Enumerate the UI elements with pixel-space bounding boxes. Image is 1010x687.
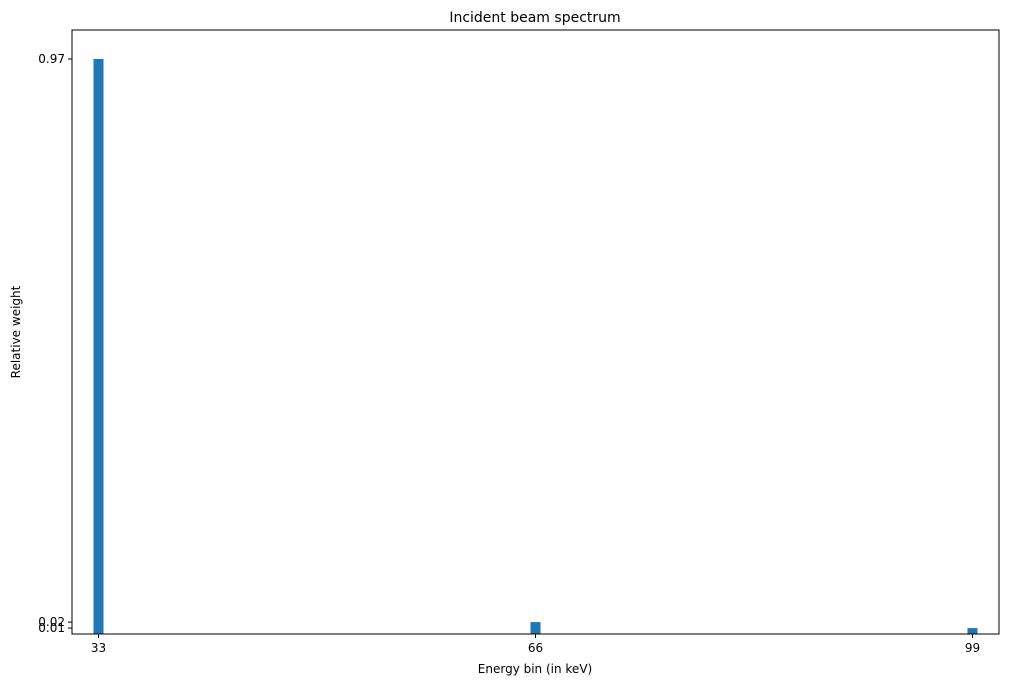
x-tick-label: 66 [528, 641, 543, 655]
chart-title: Incident beam spectrum [449, 10, 620, 26]
bar-99 [967, 628, 978, 634]
x-tick-label: 33 [91, 641, 106, 655]
y-axis-ticks: 0.010.02 0.97 [38, 52, 72, 635]
y-axis-label: Relative weight [9, 285, 23, 378]
y-tick-label: 0.01 [38, 621, 65, 635]
bar-33 [93, 59, 104, 634]
bar-66 [530, 622, 541, 634]
y-tick-label: 0.97 [38, 52, 65, 66]
x-axis-label: Energy bin (in keV) [478, 662, 592, 676]
bars-group [93, 59, 978, 634]
plot-area-frame [71, 29, 1000, 635]
x-tick-label: 99 [965, 641, 980, 655]
y-tick-label: 0.02 [38, 615, 65, 629]
x-axis-ticks: 33 66 99 [91, 634, 980, 655]
